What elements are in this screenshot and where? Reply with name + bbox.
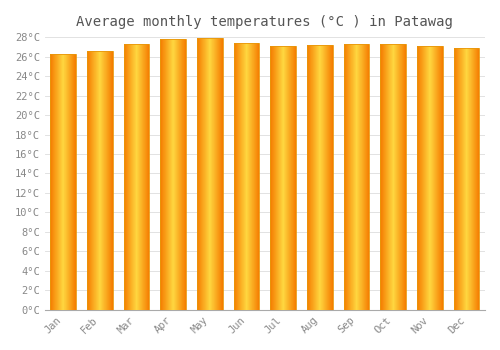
Bar [417,46,443,310]
Bar [344,44,370,310]
Bar [270,46,296,310]
Title: Average monthly temperatures (°C ) in Patawag: Average monthly temperatures (°C ) in Pa… [76,15,454,29]
Bar [160,39,186,310]
Bar [307,45,333,310]
Bar [454,48,479,310]
Bar [380,44,406,310]
Bar [50,54,76,310]
Bar [197,38,223,310]
Bar [124,44,150,310]
Bar [87,51,112,310]
Bar [234,43,260,310]
